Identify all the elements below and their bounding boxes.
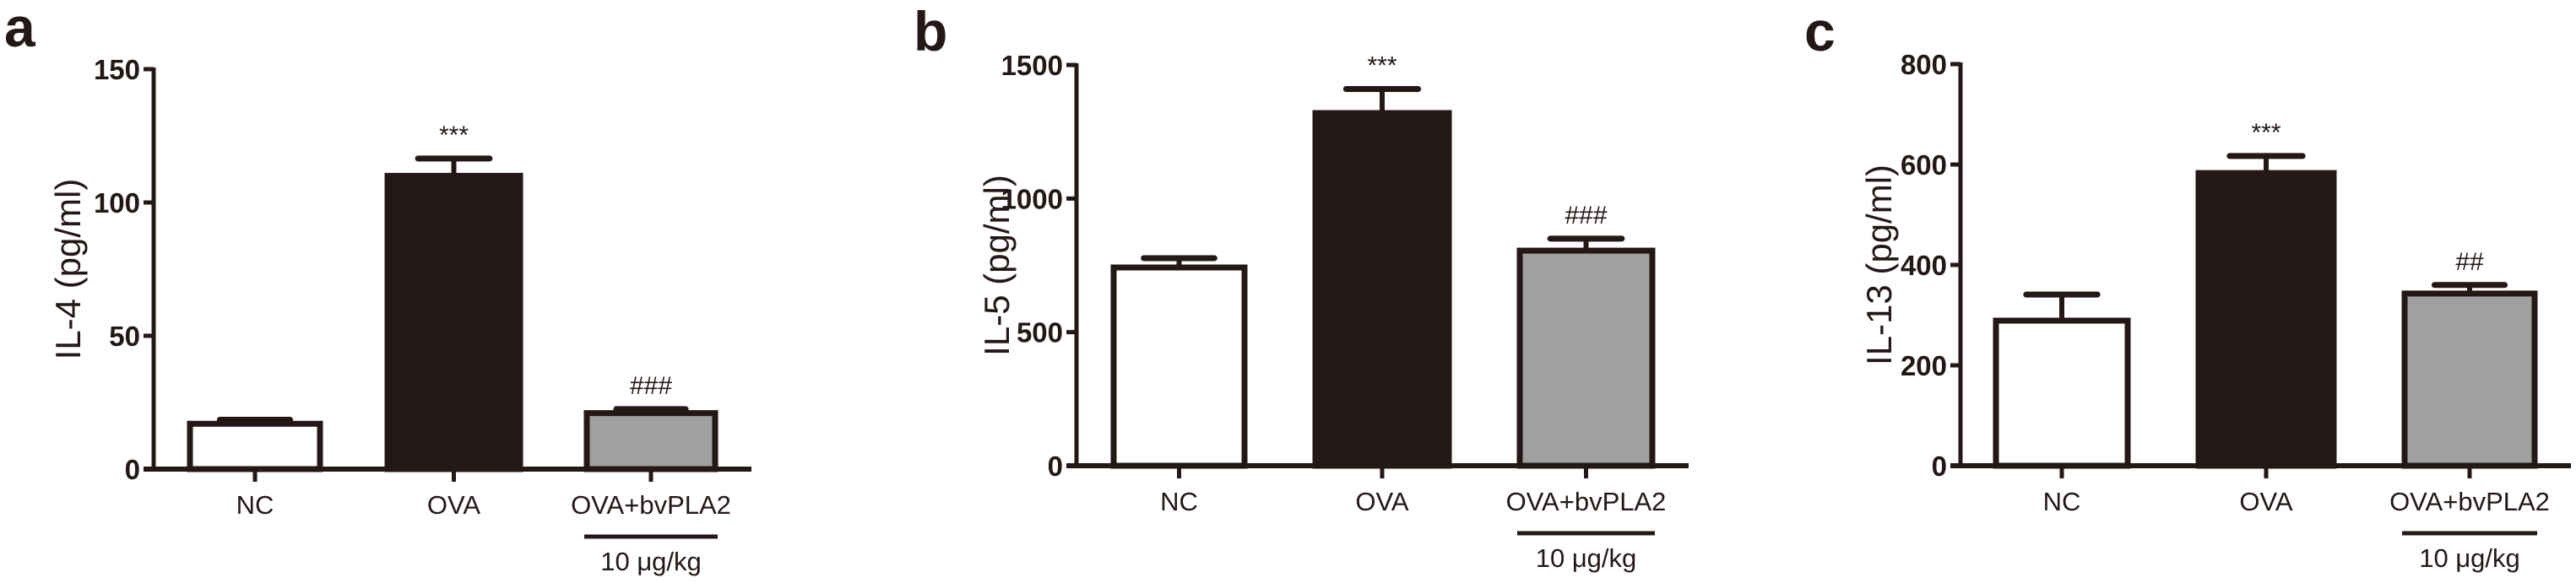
- bar-ova: [384, 172, 523, 472]
- panel-letter: a: [4, 0, 36, 58]
- y-tick-label: 0: [1048, 451, 1063, 482]
- dose-label: 10 μg/kg: [2419, 543, 2520, 573]
- category-label: OVA: [427, 490, 480, 520]
- y-tick-label: 1000: [1001, 183, 1063, 214]
- category-label: OVA+bvPLA2: [571, 490, 731, 520]
- category-label: OVA: [2239, 487, 2292, 516]
- panel-letter: b: [914, 0, 947, 62]
- y-axis-label: IL-4 (pg/ml): [48, 179, 88, 360]
- bar-ova: [1312, 110, 1452, 469]
- category-label: NC: [236, 490, 274, 520]
- significance-marker: ###: [630, 372, 672, 400]
- significance-marker: ***: [1367, 52, 1396, 80]
- dose-label: 10 μg/kg: [600, 547, 702, 576]
- bar-nc: [1993, 317, 2131, 469]
- category-label: NC: [2043, 487, 2081, 516]
- significance-marker: ###: [1565, 202, 1607, 229]
- bar-nc: [187, 420, 323, 472]
- category-label: OVA+bvPLA2: [2389, 487, 2550, 516]
- category-label: OVA: [1355, 487, 1408, 516]
- bar-ova-bvpla2: [1516, 247, 1656, 469]
- y-tick-label: 0: [1932, 451, 1947, 482]
- panel-c: c IL-13 (pg/ml) NC *** OVA ## OVA+bvPLA2 10 μg/…: [1804, 0, 2571, 573]
- y-tick-label: 600: [1901, 149, 1947, 181]
- bar-ova-bvpla2: [583, 410, 719, 472]
- bar-ova: [2195, 170, 2337, 469]
- y-tick-label: 400: [1901, 250, 1947, 281]
- category-label: OVA+bvPLA2: [1506, 487, 1667, 516]
- panel-a: a IL-4 (pg/ml) NC *** OVA ### OVA+bvPLA2 10 μg/…: [4, 0, 751, 576]
- y-tick-label: 500: [1017, 317, 1063, 348]
- y-tick-label: 800: [1901, 49, 1947, 80]
- y-axis-label: IL-5 (pg/ml): [977, 175, 1017, 356]
- significance-marker: ***: [439, 121, 469, 149]
- bar-ova-bvpla2: [2401, 290, 2538, 469]
- bar-nc: [1110, 264, 1248, 469]
- y-tick-label: 0: [125, 454, 140, 485]
- panel-b: b IL-5 (pg/ml) NC *** OVA ### OVA+bvPLA2 10 μg/…: [914, 0, 1689, 573]
- y-tick-label: 200: [1901, 350, 1947, 381]
- y-tick-label: 1500: [1001, 50, 1063, 81]
- category-label: NC: [1160, 487, 1198, 516]
- panel-letter: c: [1804, 0, 1836, 62]
- y-tick-label: 50: [109, 321, 140, 352]
- y-axis-label: IL-13 (pg/ml): [1859, 165, 1899, 365]
- significance-marker: ##: [2455, 248, 2484, 276]
- y-tick-label: 100: [94, 187, 140, 219]
- dose-label: 10 μg/kg: [1536, 543, 1637, 573]
- y-tick-label: 150: [94, 54, 140, 85]
- significance-marker: ***: [2251, 119, 2280, 147]
